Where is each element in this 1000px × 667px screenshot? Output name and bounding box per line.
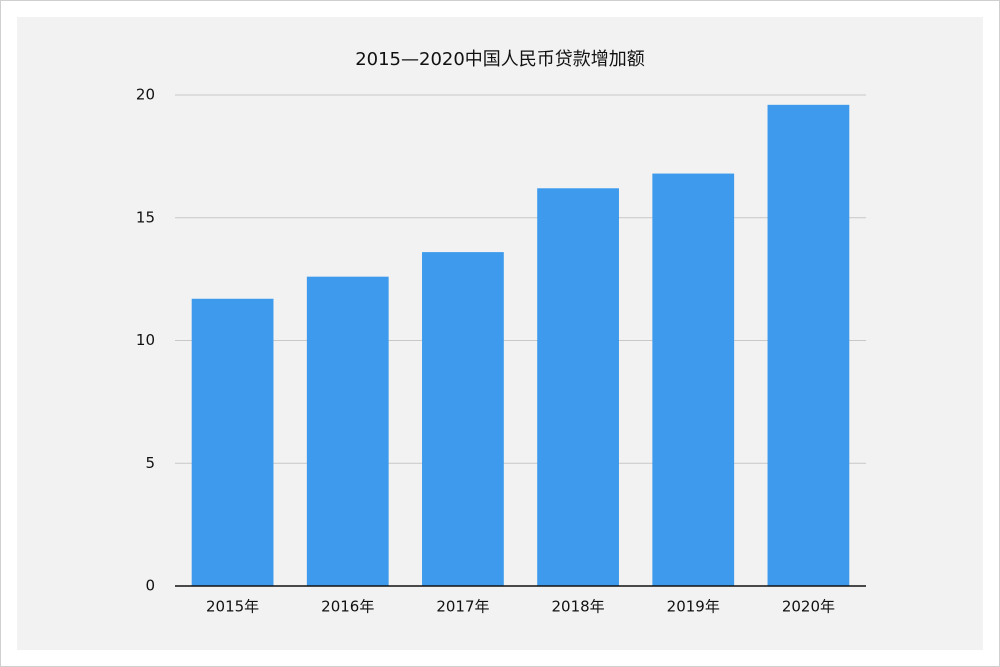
- y-tick-label: 5: [145, 454, 155, 472]
- bar: [422, 252, 504, 586]
- bar: [767, 104, 850, 586]
- y-tick-label: 20: [136, 86, 155, 104]
- x-tick-label: 2016年: [321, 598, 374, 616]
- x-tick-label: 2015年: [206, 598, 259, 616]
- x-tick-label: 2018年: [551, 598, 604, 616]
- x-tick-label: 2020年: [782, 598, 835, 616]
- bar: [537, 188, 619, 587]
- y-tick-label: 0: [145, 577, 155, 595]
- x-tick-label: 2017年: [436, 598, 489, 616]
- chart-title: 2015—2020中国人民币贷款增加额: [355, 49, 645, 70]
- bar: [652, 173, 735, 586]
- y-tick-label: 10: [136, 331, 155, 349]
- bar: [306, 276, 389, 586]
- y-tick-label: 15: [136, 208, 155, 226]
- bar: [191, 298, 274, 586]
- x-tick-label: 2019年: [667, 598, 720, 616]
